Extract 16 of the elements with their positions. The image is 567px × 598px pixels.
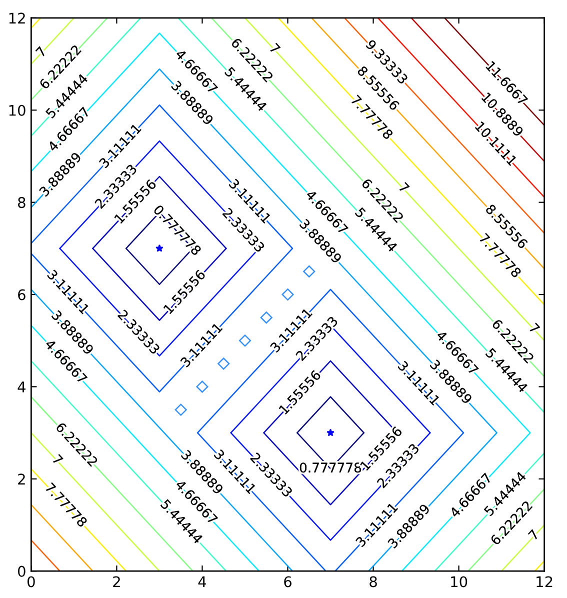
x-tick-label: 12 <box>536 576 552 588</box>
annotation: 7 <box>269 42 281 54</box>
y-tick-label: 6 <box>18 289 26 300</box>
x-tick-label: 4 <box>198 576 206 588</box>
y-tick-label: 0 <box>18 566 26 577</box>
x-tick-label: 10 <box>451 576 468 588</box>
y-tick-label: 4 <box>18 382 26 392</box>
y-tick-label: 8 <box>18 197 26 208</box>
y-tick-label: 2 <box>18 474 25 484</box>
annotation: 0.777778 <box>300 462 362 473</box>
x-tick-label: 6 <box>284 576 292 588</box>
x-tick-label: 2 <box>113 576 120 588</box>
x-tick-label: 8 <box>370 576 377 588</box>
y-tick-label: 10 <box>9 104 26 116</box>
y-tick-label: 12 <box>9 12 25 24</box>
x-tick-label: 0 <box>28 576 35 588</box>
